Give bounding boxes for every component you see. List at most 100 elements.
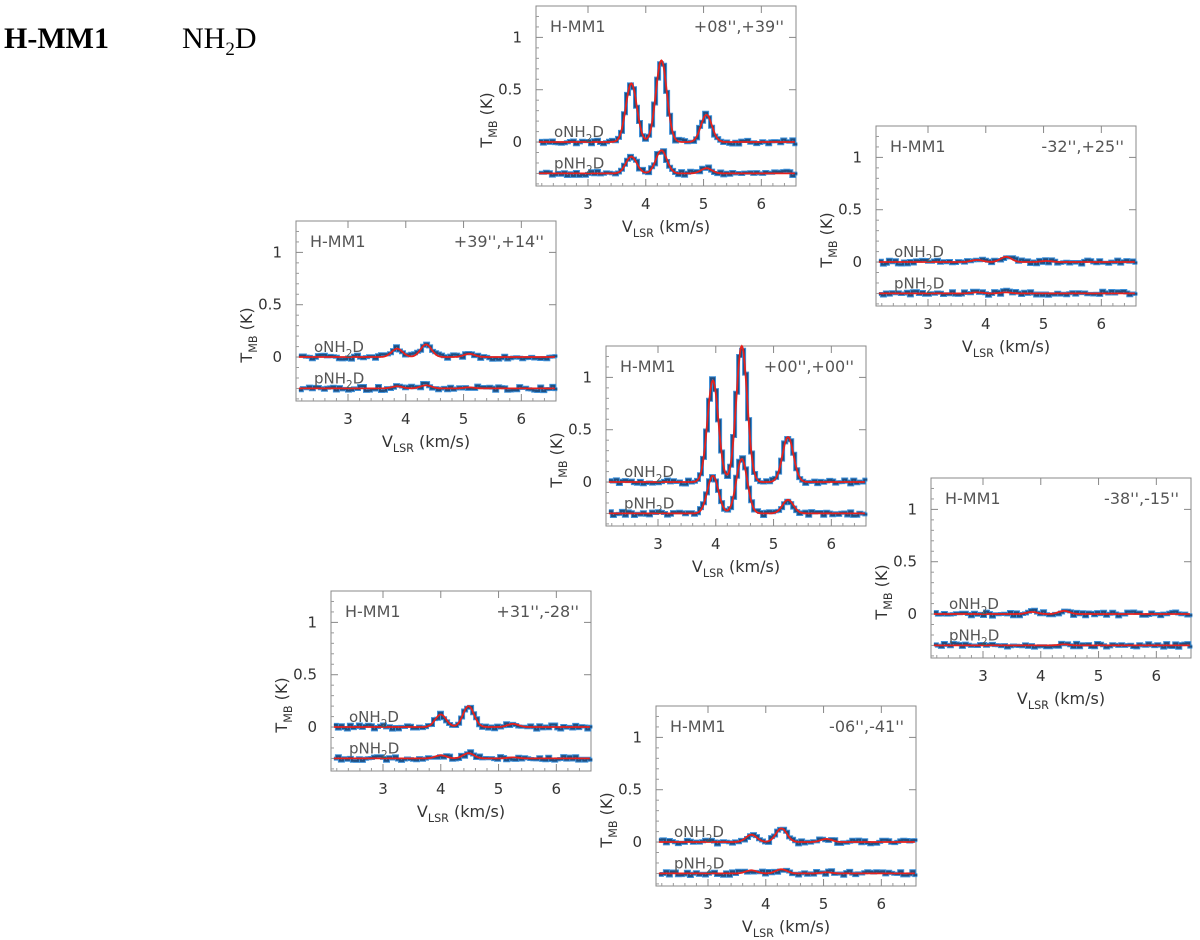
observed-spectrum-core-pNH2D — [878, 288, 1138, 297]
y-axis-title: TMB (K) — [547, 432, 570, 488]
series-label-oNH2D-sub: 2 — [926, 253, 933, 265]
series-label-pNH2D-sub: 2 — [926, 284, 933, 296]
x-tick-label: 4 — [641, 195, 651, 213]
x-axis-title-main: V — [962, 337, 973, 356]
y-axis-title-main: T — [817, 258, 836, 269]
model-fit-oNH2D — [333, 705, 590, 728]
panel-offset-label: -06'',-41'' — [829, 717, 904, 736]
model-fit-pNH2D — [658, 868, 915, 875]
x-axis-title-main: V — [622, 217, 633, 236]
x-tick-label: 5 — [459, 410, 469, 428]
panel-offset-label: +08'',+39'' — [694, 17, 784, 36]
x-tick-label: 5 — [1039, 315, 1049, 333]
y-axis-title: TMB (K) — [237, 307, 260, 363]
panel-offset-label: +39'',+14'' — [454, 232, 544, 251]
spectrum-panel-p39-p14: 3 4 5 6 0 0.5 1 VLSR (km/s) TMB (K) H-MM1 +39'',+1… — [237, 220, 558, 455]
series-label-pNH2D-tail: D — [353, 369, 365, 387]
x-axis-title-tail: (km/s) — [1049, 689, 1105, 708]
series-label-pNH2D-tail: D — [593, 154, 605, 172]
series-label-pNH2D-main: pNH — [314, 369, 346, 387]
series-label-oNH2D-sub: 2 — [706, 833, 713, 845]
series-label-pNH2D-main: pNH — [554, 154, 586, 172]
plot-frame — [295, 220, 557, 402]
y-axis-title: TMB (K) — [477, 92, 500, 148]
x-axis-title-tail: (km/s) — [994, 337, 1050, 356]
series-label-pNH2D: pNH2D — [314, 369, 364, 391]
series-label-pNH2D-main: pNH — [624, 494, 656, 512]
series-label-oNH2D-tail: D — [987, 595, 999, 613]
y-axis-title-sub: MB — [607, 820, 620, 837]
series-label-oNH2D-main: oNH — [554, 123, 586, 141]
plot-frame — [875, 125, 1137, 307]
panel-source-label: H-MM1 — [310, 232, 366, 251]
x-tick-label: 5 — [699, 195, 709, 213]
x-axis-title-main: V — [417, 802, 428, 821]
panel-source-label: H-MM1 — [620, 357, 676, 376]
series-label-oNH2D-main: oNH — [894, 243, 926, 261]
x-tick-label: 4 — [711, 535, 721, 553]
y-axis-title-tail: (K) — [547, 432, 566, 460]
y-axis-title: TMB (K) — [597, 792, 620, 848]
x-axis-title: VLSR (km/s) — [692, 557, 780, 580]
source-title: H-MM1 — [4, 22, 109, 55]
y-axis-title-tail: (K) — [237, 307, 256, 335]
x-axis-title-sub: LSR — [633, 227, 654, 240]
model-fit-pNH2D — [538, 149, 795, 175]
y-tick-label: 0.5 — [498, 81, 522, 99]
series-label-pNH2D-tail: D — [388, 739, 400, 757]
series-label-pNH2D: pNH2D — [349, 739, 399, 761]
series-label-oNH2D: oNH2D — [949, 595, 999, 617]
series-label-pNH2D-main: pNH — [674, 854, 706, 872]
model-fit-oNH2D — [878, 255, 1135, 263]
y-tick-label: 1 — [632, 728, 642, 746]
spectrum-panel-m06-m41: 3 4 5 6 0 0.5 1 VLSR (km/s) TMB (K) H-MM1 -06'',-4… — [597, 705, 918, 940]
x-tick-label: 6 — [827, 535, 837, 553]
x-axis-title-main: V — [1017, 689, 1028, 708]
x-axis-title-sub: LSR — [393, 442, 414, 455]
observed-spectrum-core-pNH2D — [608, 456, 868, 517]
y-tick-label: 1 — [307, 613, 317, 631]
series-label-pNH2D-tail: D — [713, 854, 725, 872]
plot-frame — [930, 477, 1192, 659]
species-title-sub: 2 — [225, 39, 235, 60]
series-label-oNH2D-main: oNH — [314, 338, 346, 356]
plot-frame — [535, 5, 797, 187]
series-label-pNH2D-tail: D — [988, 626, 1000, 644]
y-axis-title-tail: (K) — [597, 792, 616, 820]
series-label-oNH2D-sub: 2 — [346, 348, 353, 360]
series-label-pNH2D-sub: 2 — [381, 749, 388, 761]
y-tick-label: 1 — [852, 148, 862, 166]
y-tick-label: 0.5 — [893, 553, 917, 571]
x-axis-title: VLSR (km/s) — [1017, 689, 1105, 712]
plot-frame — [330, 590, 592, 772]
series-label-pNH2D-sub: 2 — [981, 636, 988, 648]
panel-source-label: H-MM1 — [550, 17, 606, 36]
series-label-pNH2D: pNH2D — [624, 494, 674, 516]
x-tick-label: 5 — [769, 535, 779, 553]
spectrum-panel-m32-p25: 3 4 5 6 0 0.5 1 VLSR (km/s) TMB (K) H-MM1 -32'',+2… — [817, 125, 1138, 360]
y-tick-label: 0 — [307, 718, 317, 736]
y-axis-title-tail: (K) — [477, 92, 496, 120]
panel-source-label: H-MM1 — [670, 717, 726, 736]
y-axis-title-sub: MB — [557, 460, 570, 477]
y-tick-label: 1 — [272, 243, 282, 261]
series-label-oNH2D-main: oNH — [949, 595, 981, 613]
y-axis-title-main: T — [272, 723, 291, 734]
series-label-pNH2D-tail: D — [933, 274, 945, 292]
observed-spectrum-core-pNH2D — [333, 750, 593, 762]
y-tick-label: 0 — [582, 473, 592, 491]
species-title: NH2D — [182, 22, 257, 61]
x-tick-label: 3 — [653, 535, 663, 553]
y-axis-title-main: T — [477, 138, 496, 149]
x-tick-label: 3 — [343, 410, 353, 428]
x-tick-label: 5 — [494, 780, 504, 798]
series-label-oNH2D: oNH2D — [624, 463, 674, 485]
model-fit-oNH2D — [658, 827, 915, 843]
series-label-pNH2D: pNH2D — [894, 274, 944, 296]
y-tick-label: 0 — [632, 833, 642, 851]
x-axis-title-tail: (km/s) — [654, 217, 710, 236]
x-tick-label: 6 — [1152, 667, 1162, 685]
y-axis-title-main: T — [872, 610, 891, 621]
series-label-oNH2D-sub: 2 — [981, 605, 988, 617]
x-tick-label: 6 — [877, 895, 887, 913]
